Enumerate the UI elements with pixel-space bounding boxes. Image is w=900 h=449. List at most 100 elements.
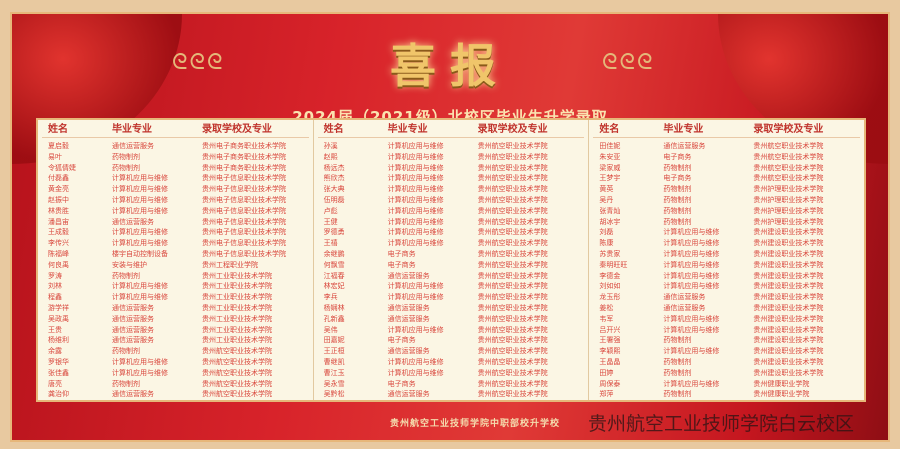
graduate-major: 计算机应用与维修 <box>663 271 720 280</box>
student-name: 苏贵家 <box>599 249 621 258</box>
graduate-major: 药物制剂 <box>663 368 692 377</box>
student-name: 王署强 <box>599 336 621 345</box>
graduate-major: 计算机应用与维修 <box>112 368 168 377</box>
admitted-school: 贵州电子信息职业技术学院 <box>202 228 286 237</box>
student-name: 易叶 <box>48 152 62 161</box>
admitted-school: 贵州电子信息职业技术学院 <box>202 239 286 248</box>
admitted-school: 贵州建设职业技术学院 <box>753 347 824 356</box>
table-row: 熊欣杰 计算机应用与维修 贵州航空职业技术学院 <box>318 173 585 184</box>
graduate-major: 通信运营服务 <box>112 336 154 345</box>
admitted-school: 贵州航空职业技术学院 <box>477 357 548 366</box>
table-row: 付磊鑫 计算机应用与维修 贵州电子信息职业技术学院 <box>42 173 309 184</box>
table-row: 陈福峰 楼宇自动控制设备 贵州电子信息职业技术学院 <box>42 249 309 260</box>
admitted-school: 贵州建设职业技术学院 <box>753 303 824 312</box>
table-row: 刘磊 计算机应用与维修 贵州建设职业技术学院 <box>593 227 860 238</box>
student-name: 罗银华 <box>48 357 69 366</box>
graduate-major: 电子商务 <box>663 152 692 161</box>
graduate-major: 计算机应用与维修 <box>387 195 444 204</box>
graduate-major: 楼宇自动控制设备 <box>112 249 168 258</box>
admitted-school: 贵州航空职业技术学院 <box>477 152 548 161</box>
admitted-school: 贵州工程职业学院 <box>202 260 258 269</box>
student-name: 孔新鑫 <box>323 314 345 323</box>
table-row: 吕开兴 计算机应用与维修 贵州建设职业技术学院 <box>593 325 860 336</box>
student-name: 龚治仰 <box>48 390 69 399</box>
admitted-school: 贵州工业职业技术学院 <box>202 303 272 312</box>
header-name: 姓名 <box>323 124 344 135</box>
admitted-school: 贵州航空职业技术学院 <box>477 336 548 345</box>
graduate-major: 药物制剂 <box>663 390 692 399</box>
table-row: 曹继凯 计算机应用与维修 贵州航空职业技术学院 <box>318 357 585 368</box>
student-name: 秦明旺旺 <box>599 260 628 269</box>
student-name: 刘磊 <box>599 228 614 237</box>
table-row: 郑萍 药物制剂 贵州健康职业学院 <box>593 389 860 400</box>
table-row: 罗德勇 计算机应用与维修 贵州航空职业技术学院 <box>318 227 585 238</box>
student-name: 田婷 <box>599 368 614 377</box>
admitted-school: 贵州健康职业学院 <box>753 390 810 399</box>
table-row: 龙玉彤 通信运营服务 贵州建设职业技术学院 <box>593 292 860 303</box>
graduate-major: 计算机应用与维修 <box>112 206 168 215</box>
graduate-major: 计算机应用与维修 <box>387 325 444 334</box>
header-school: 录取学校及专业 <box>753 124 824 135</box>
table-row: 罗银华 计算机应用与维修 贵州航空职业技术学院 <box>42 357 309 368</box>
student-name: 曹江玉 <box>323 368 345 377</box>
student-name: 赵振中 <box>48 195 69 204</box>
header-name: 姓名 <box>599 124 620 135</box>
table-row: 吴黔松 通信运营服务 贵州航空职业技术学院 <box>318 389 585 400</box>
student-name: 杨远杰 <box>323 163 345 172</box>
table-row: 杨娴林 通信运营服务 贵州航空职业技术学院 <box>318 303 585 314</box>
admitted-school: 贵州航空职业技术学院 <box>202 368 272 377</box>
table-row: 刘林 计算机应用与维修 贵州工业职业技术学院 <box>42 281 309 292</box>
graduate-major: 计算机应用与维修 <box>112 174 168 183</box>
admitted-school: 贵州航空职业技术学院 <box>477 195 548 204</box>
graduate-major: 药物制剂 <box>663 195 692 204</box>
admitted-school: 贵州建设职业技术学院 <box>753 228 824 237</box>
admitted-school: 贵州电子商务职业技术学院 <box>202 163 286 172</box>
student-name: 李兵 <box>323 293 338 302</box>
admitted-school: 贵州航空职业技术学院 <box>477 390 548 399</box>
table-row: 吴伟 计算机应用与维修 贵州航空职业技术学院 <box>318 325 585 336</box>
table-row: 刘如如 计算机应用与维修 贵州建设职业技术学院 <box>593 281 860 292</box>
student-name: 吴丹 <box>599 195 614 204</box>
table-row: 何良禹 安装与维护 贵州工程职业学院 <box>42 260 309 271</box>
graduate-major: 计算机应用与维修 <box>387 357 444 366</box>
table-row: 姜松 通信运营服务 贵州建设职业技术学院 <box>593 303 860 314</box>
graduate-major: 计算机应用与维修 <box>112 357 168 366</box>
table-row: 林宏妃 计算机应用与维修 贵州航空职业技术学院 <box>318 281 585 292</box>
table-row: 王正桓 通信运营服务 贵州航空职业技术学院 <box>318 346 585 357</box>
table-row: 林贵胜 计算机应用与维修 贵州电子信息职业技术学院 <box>42 206 309 217</box>
graduate-major: 计算机应用与维修 <box>387 163 444 172</box>
admitted-school: 贵州航空职业技术学院 <box>202 357 272 366</box>
graduate-major: 药物制剂 <box>663 336 692 345</box>
student-name: 王成毅 <box>48 228 69 237</box>
student-name: 李颖熙 <box>599 347 621 356</box>
table-row: 易叶 药物制剂 贵州电子商务职业技术学院 <box>42 152 309 163</box>
graduate-major: 计算机应用与维修 <box>387 293 444 302</box>
student-name: 余继鹏 <box>323 249 345 258</box>
student-name: 李德金 <box>599 271 621 280</box>
student-name: 何飘雪 <box>323 260 345 269</box>
admitted-school: 贵州航空职业技术学院 <box>202 390 272 399</box>
student-name: 黄英 <box>599 185 614 194</box>
student-name: 黄金亮 <box>48 185 69 194</box>
table-row: 秦明旺旺 计算机应用与维修 贵州建设职业技术学院 <box>593 260 860 271</box>
table-row: 赵熙 计算机应用与维修 贵州航空职业技术学院 <box>318 152 585 163</box>
table-row: 黄英 药物制剂 贵州护理职业技术学院 <box>593 184 860 195</box>
graduate-major: 计算机应用与维修 <box>387 185 444 194</box>
graduate-major: 药物制剂 <box>663 185 692 194</box>
student-name: 朱安亚 <box>599 152 621 161</box>
student-name: 陈福峰 <box>48 249 69 258</box>
graduate-major: 通信运营服务 <box>112 142 154 150</box>
admitted-school: 贵州建设职业技术学院 <box>753 325 824 334</box>
admitted-school: 贵州航空职业技术学院 <box>477 282 548 291</box>
admitted-school: 贵州建设职业技术学院 <box>753 314 824 323</box>
admitted-school: 贵州航空职业技术学院 <box>477 368 548 377</box>
student-name: 江福春 <box>323 271 345 280</box>
table-row: 孙溪 计算机应用与维修 贵州航空职业技术学院 <box>318 141 585 152</box>
graduate-major: 计算机应用与维修 <box>663 314 720 323</box>
table-row: 杨远杰 计算机应用与维修 贵州航空职业技术学院 <box>318 163 585 174</box>
table-row: 韦军 计算机应用与维修 贵州建设职业技术学院 <box>593 314 860 325</box>
graduate-major: 电子商务 <box>663 174 692 183</box>
table-row: 田嘉妮 电子商务 贵州航空职业技术学院 <box>318 335 585 346</box>
table-row: 卢彪 计算机应用与维修 贵州航空职业技术学院 <box>318 206 585 217</box>
graduate-major: 药物制剂 <box>663 357 692 366</box>
